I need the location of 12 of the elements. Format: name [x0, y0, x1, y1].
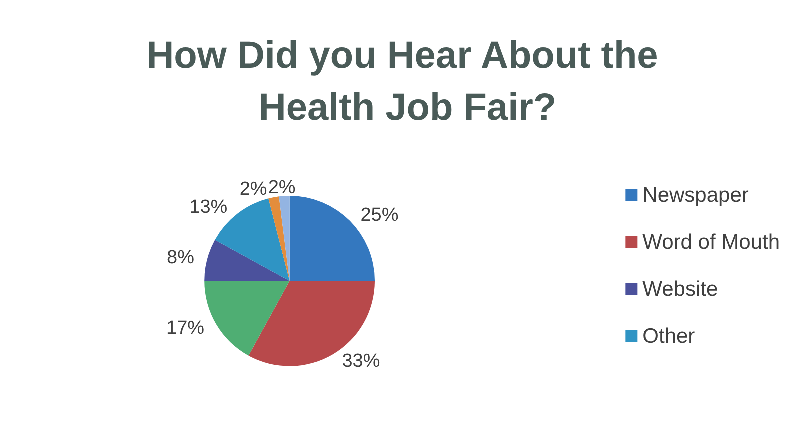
data-label: 33% — [342, 350, 380, 372]
data-label: 17% — [166, 318, 205, 340]
legend-label: Word of Mouth — [642, 231, 780, 254]
data-label: 25% — [360, 204, 399, 226]
data-label: 8% — [167, 247, 195, 268]
legend-label: Newspaper — [642, 184, 749, 207]
legend-label: Website — [642, 278, 718, 301]
legend-label: Other — [642, 325, 696, 348]
data-label: 13% — [190, 197, 228, 218]
data-label: 2% — [240, 179, 268, 200]
chart-title: How Did you Hear About the Health Job Fair? — [146, 35, 658, 129]
data-label: 2% — [268, 178, 296, 199]
